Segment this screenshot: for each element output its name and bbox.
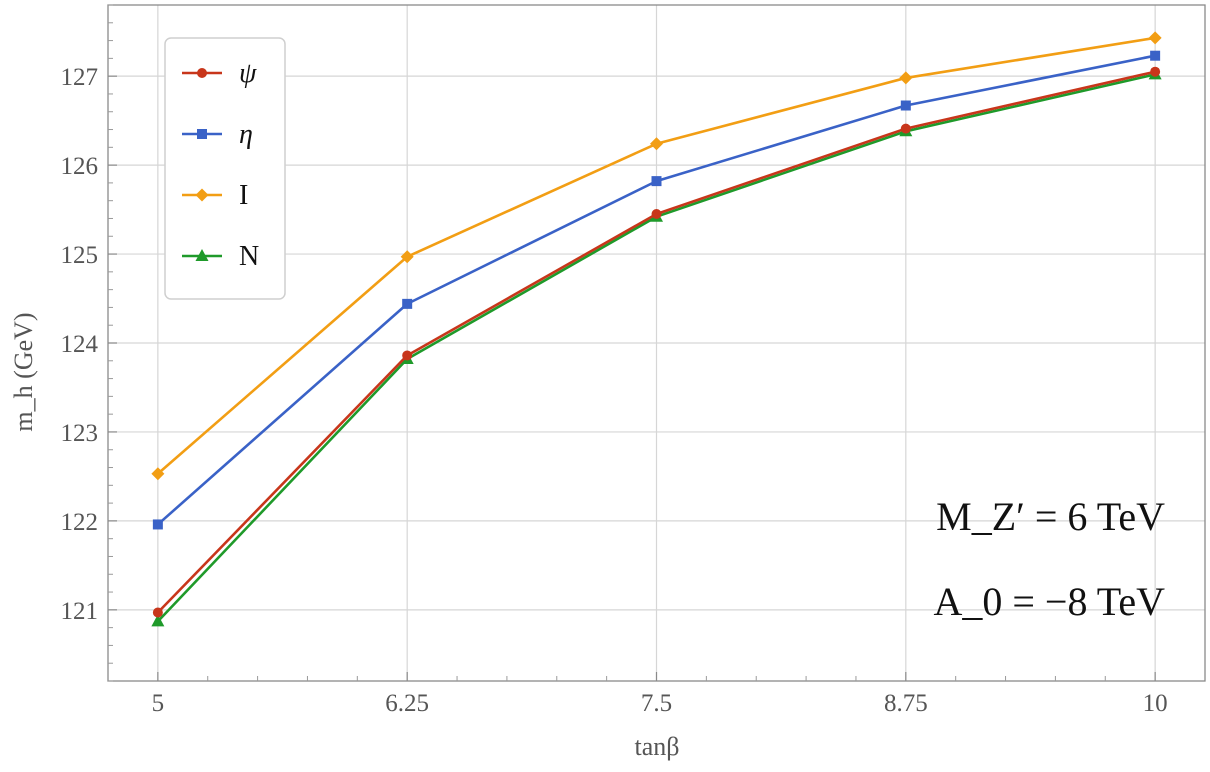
data-point <box>1150 66 1161 77</box>
data-point <box>651 176 662 187</box>
y-tick-label: 123 <box>61 420 99 447</box>
annotation-a0: A_0 = −8 TeV <box>933 579 1165 624</box>
data-point <box>402 350 413 361</box>
legend-marker <box>197 129 207 139</box>
y-axis-label: m_h (GeV) <box>9 312 38 431</box>
legend-marker <box>195 188 209 202</box>
y-tick-label: 122 <box>61 509 99 536</box>
legend-item: η <box>182 119 253 150</box>
data-point <box>151 614 165 627</box>
series-diamond <box>151 31 1162 481</box>
y-tick-label: 127 <box>61 64 99 91</box>
x-axis-label: tanβ <box>635 732 680 761</box>
annotations: M_Z′ = 6 TeV A_0 = −8 TeV <box>933 494 1165 624</box>
data-point <box>152 607 163 618</box>
x-tick-label: 8.75 <box>884 690 928 717</box>
y-tick-label: 124 <box>61 331 99 358</box>
x-tick-label: 10 <box>1143 690 1168 717</box>
legend-marker <box>197 68 207 78</box>
data-point <box>651 209 662 220</box>
annotation-mz: M_Z′ = 6 TeV <box>936 494 1165 539</box>
legend-item: ψ <box>182 58 257 89</box>
grid <box>108 5 1205 681</box>
data-point <box>151 467 165 481</box>
series-layer <box>151 31 1162 627</box>
data-point <box>900 100 911 111</box>
axes <box>107 4 1206 682</box>
legend-label: η <box>239 119 253 150</box>
legend-marker <box>195 249 209 261</box>
series-circle <box>152 66 1161 618</box>
data-point <box>402 298 413 309</box>
x-tick-label: 7.5 <box>641 690 672 717</box>
legend-label: ψ <box>239 58 257 89</box>
x-tick-label: 5 <box>152 690 165 717</box>
data-point <box>899 71 913 85</box>
x-tick-label: 6.25 <box>385 690 429 717</box>
data-point <box>1150 50 1161 61</box>
legend-label: I <box>239 180 248 211</box>
tick-labels: 5 6.25 7.5 8.75 10 121 122 123 124 125 126 127 <box>61 64 1168 717</box>
y-tick-label: 121 <box>61 598 99 625</box>
data-point <box>900 123 911 134</box>
legend-label: N <box>239 241 259 272</box>
legend-item: N <box>182 241 259 272</box>
data-point <box>650 137 663 151</box>
data-point <box>152 519 163 530</box>
legend-item: I <box>182 180 248 211</box>
data-point <box>1148 31 1162 45</box>
data-point <box>400 250 414 264</box>
y-tick-label: 126 <box>61 153 99 180</box>
y-tick-label: 125 <box>61 242 99 269</box>
series-square <box>152 50 1161 530</box>
legend-box <box>164 37 286 300</box>
